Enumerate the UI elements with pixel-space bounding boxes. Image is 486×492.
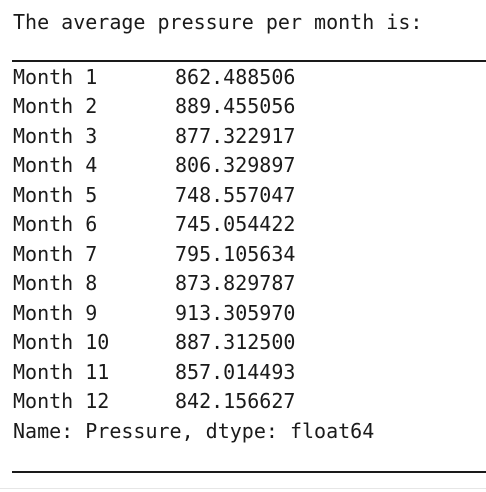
top-rule: [12, 59, 486, 62]
pressure-value: 873.829787: [175, 271, 296, 295]
pressure-value: 889.455056: [175, 94, 296, 118]
month-label: Month 12: [13, 389, 110, 413]
month-label: Month 8: [13, 271, 98, 295]
month-label: Month 11: [13, 359, 110, 384]
table-row: Month 5 748.557047: [13, 181, 486, 211]
table-row: Month 2 889.455056: [13, 92, 486, 122]
month-label: Month 7: [13, 241, 98, 266]
table-row: Month 6 745.054422: [13, 210, 486, 240]
month-label: Month 4: [13, 153, 98, 177]
cell-divider: [0, 488, 486, 489]
pressure-value: 842.156627: [175, 389, 296, 413]
bottom-rule: [12, 471, 486, 473]
month-label: Month 9: [13, 300, 98, 325]
table-row: Month 9 913.305970: [13, 299, 486, 329]
pressure-value: 857.014493: [175, 359, 296, 384]
pressure-value: 748.557047: [175, 182, 296, 207]
table-row: Month 10 887.312500: [13, 328, 486, 358]
month-label: Month 6: [13, 212, 98, 236]
table-row: Month 7 795.105634: [13, 240, 486, 270]
output-cell: The average pressure per month is: Month…: [12, 8, 486, 473]
table-row: Month 11 857.014493: [13, 358, 486, 388]
table-row: Month 4 806.329897: [13, 151, 486, 181]
pressure-table: Month 1 862.488506 Month 2 889.455056 Mont…: [13, 63, 486, 447]
month-label: Month 10: [13, 330, 110, 354]
table-row: Month 8 873.829787: [13, 269, 486, 299]
table-row: Month 12 842.156627: [13, 387, 486, 417]
series-footer: Name: Pressure, dtype: float64: [13, 418, 375, 443]
month-label: Month 1: [13, 64, 98, 89]
pressure-value: 795.105634: [175, 241, 296, 266]
pressure-value: 745.054422: [175, 212, 296, 236]
output-heading: The average pressure per month is:: [13, 10, 423, 34]
month-label: Month 5: [13, 182, 98, 207]
pressure-value: 913.305970: [175, 300, 296, 325]
pressure-value: 862.488506: [175, 64, 296, 89]
table-row: Month 1 862.488506: [13, 63, 486, 93]
table-row: Month 3 877.322917: [13, 122, 486, 152]
pressure-value: 887.312500: [175, 330, 296, 354]
month-label: Month 3: [13, 123, 98, 148]
month-label: Month 2: [13, 94, 98, 118]
pressure-value: 806.329897: [175, 153, 296, 177]
pressure-value: 877.322917: [175, 123, 296, 148]
